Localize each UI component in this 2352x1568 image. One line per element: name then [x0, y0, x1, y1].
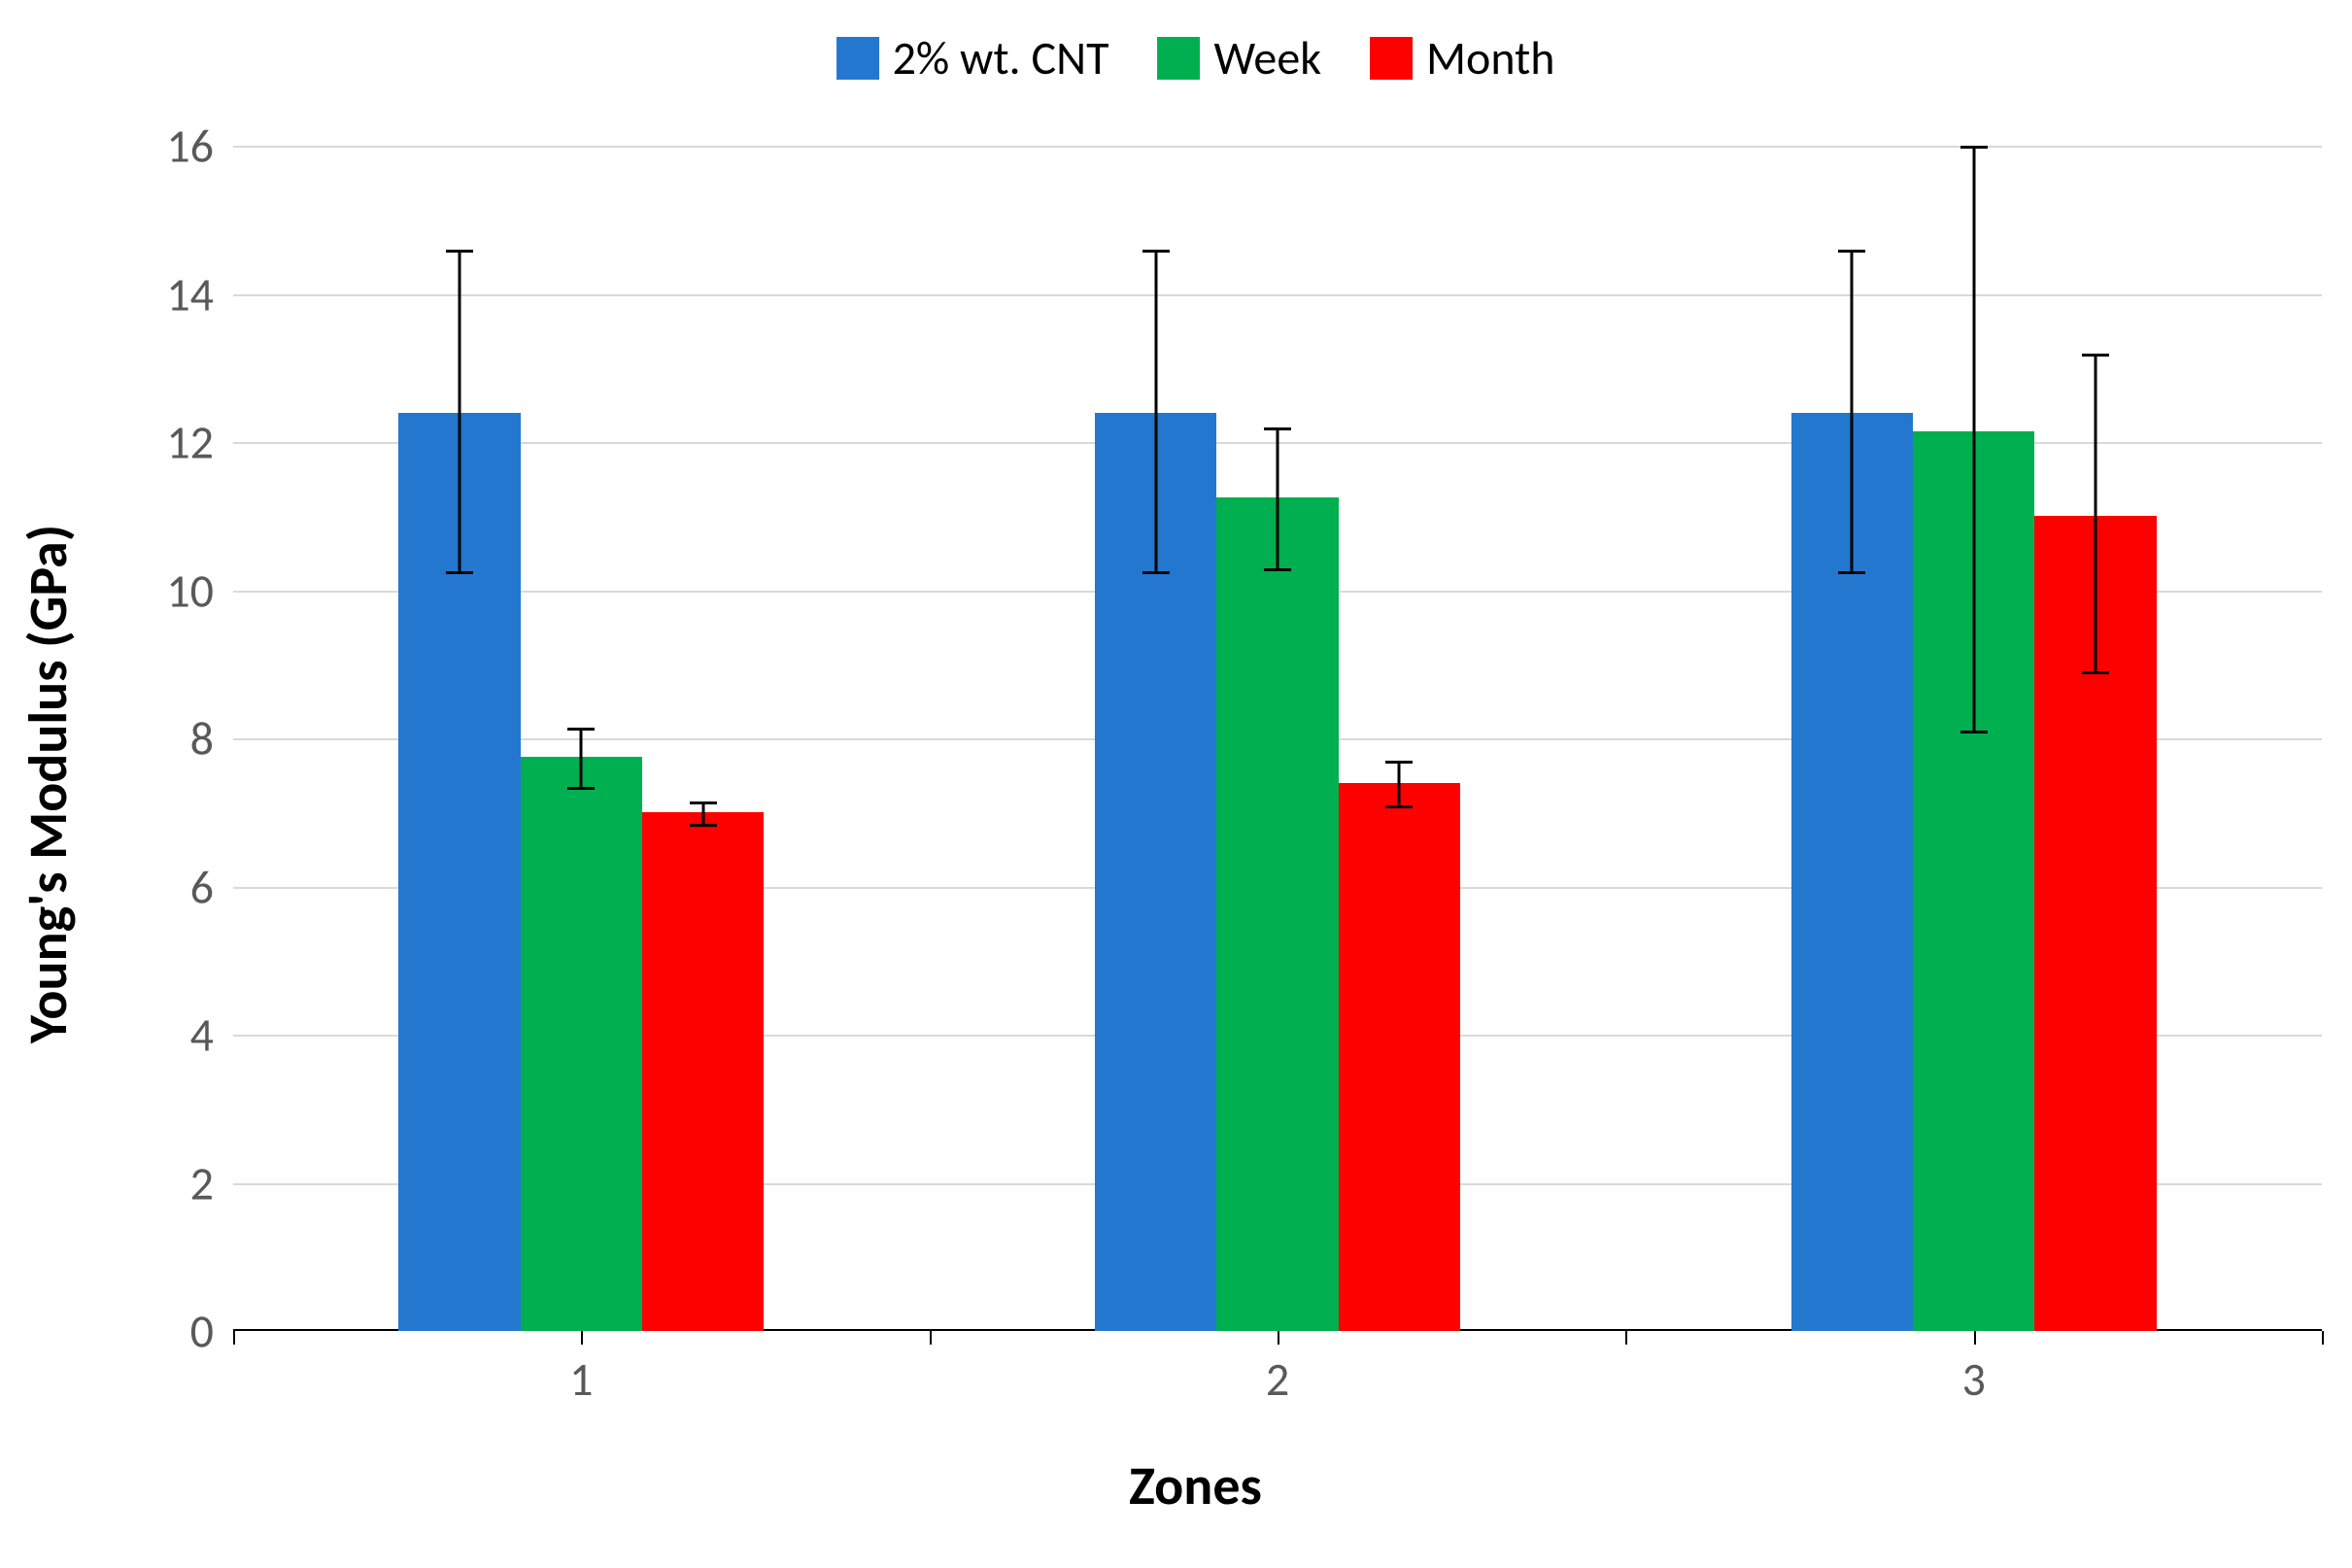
- legend-swatch-0: [836, 37, 879, 80]
- y-tick-label: 6: [190, 858, 214, 915]
- x-tick-boundary: [930, 1331, 932, 1345]
- error-bar: [580, 728, 583, 787]
- error-cap: [446, 250, 473, 253]
- x-tick-boundary: [2322, 1331, 2324, 1345]
- bar: [1216, 497, 1338, 1331]
- error-bar: [1277, 427, 1279, 568]
- y-tick-label: 2: [190, 1154, 214, 1211]
- y-tick-label: 14: [166, 265, 214, 323]
- y-tick-label: 16: [166, 118, 214, 175]
- x-tick: [1278, 1331, 1279, 1345]
- error-bar: [1154, 250, 1157, 572]
- y-tick-label: 0: [190, 1303, 214, 1360]
- legend-swatch-1: [1157, 37, 1200, 80]
- error-cap: [1960, 146, 1988, 149]
- bar: [642, 812, 764, 1331]
- error-cap: [690, 824, 717, 827]
- error-bar: [458, 250, 460, 572]
- x-tick-boundary: [1625, 1331, 1627, 1345]
- bar: [1339, 783, 1460, 1331]
- bar: [521, 757, 642, 1331]
- error-cap: [567, 787, 595, 790]
- error-cap: [446, 571, 473, 574]
- error-cap: [1142, 571, 1170, 574]
- error-cap: [1385, 761, 1413, 764]
- legend-label-0: 2% wt. CNT: [893, 29, 1109, 86]
- grid-line: [233, 294, 2322, 296]
- x-axis-title: Zones: [1129, 1453, 1262, 1519]
- x-tick-label: 3: [1961, 1350, 1985, 1408]
- x-tick: [1974, 1331, 1976, 1345]
- error-bar: [701, 801, 704, 824]
- y-tick-label: 8: [190, 710, 214, 767]
- error-cap: [1838, 250, 1865, 253]
- x-tick-boundary: [233, 1331, 235, 1345]
- y-axis-title: Young's Modulus (GPa): [16, 525, 82, 1043]
- error-bar: [1398, 761, 1401, 805]
- error-cap: [2082, 354, 2109, 357]
- error-cap: [1264, 427, 1291, 430]
- grid-line: [233, 146, 2322, 148]
- legend-item-1: Week: [1157, 29, 1321, 86]
- x-tick-label: 2: [1266, 1350, 1289, 1408]
- error-cap: [1264, 568, 1291, 571]
- error-bar: [1972, 146, 1975, 731]
- legend-item-0: 2% wt. CNT: [836, 29, 1109, 86]
- error-cap: [690, 801, 717, 804]
- y-tick-label: 12: [166, 414, 214, 471]
- x-tick: [581, 1331, 583, 1345]
- y-tick-label: 4: [190, 1006, 214, 1064]
- error-cap: [567, 728, 595, 731]
- error-cap: [2082, 671, 2109, 674]
- x-tick-label: 1: [569, 1350, 593, 1408]
- error-bar: [2095, 354, 2097, 672]
- error-bar: [1851, 250, 1854, 572]
- legend-swatch-2: [1370, 37, 1413, 80]
- chart-container: 2% wt. CNT Week Month Young's Modulus (G…: [19, 19, 2352, 1549]
- legend-item-2: Month: [1370, 29, 1554, 86]
- legend-label-2: Month: [1426, 29, 1554, 86]
- legend: 2% wt. CNT Week Month: [836, 29, 1555, 86]
- plot-area: 0246810121416123: [233, 146, 2322, 1331]
- legend-label-1: Week: [1213, 29, 1321, 86]
- error-cap: [1838, 571, 1865, 574]
- error-cap: [1142, 250, 1170, 253]
- error-cap: [1385, 805, 1413, 808]
- error-cap: [1960, 731, 1988, 733]
- y-tick-label: 10: [166, 562, 214, 619]
